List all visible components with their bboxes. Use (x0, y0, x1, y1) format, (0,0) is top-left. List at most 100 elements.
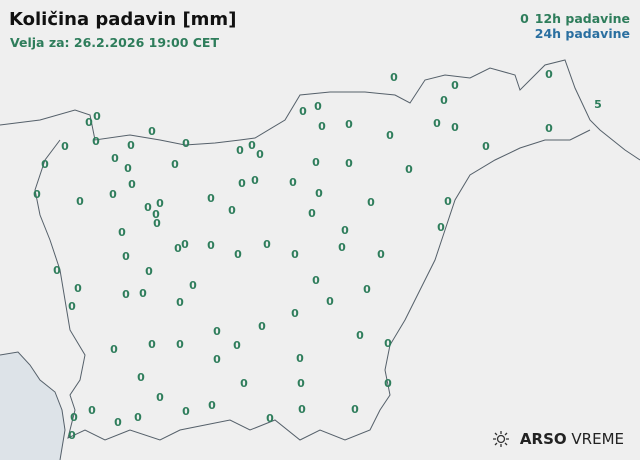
station-value: 0 (351, 403, 359, 416)
station-value: 0 (345, 157, 353, 170)
station-value: 0 (156, 197, 164, 210)
logo-brand: ARSO (519, 430, 567, 448)
station-value: 0 (145, 265, 153, 278)
station-value: 0 (213, 353, 221, 366)
station-value: 0 (182, 405, 190, 418)
station-value: 0 (109, 188, 117, 201)
station-value: 0 (390, 71, 398, 84)
station-value: 0 (110, 343, 118, 356)
station-value: 0 (152, 208, 160, 221)
station-value: 0 (238, 177, 246, 190)
station-value: 0 (236, 144, 244, 157)
station-value: 0 (171, 158, 179, 171)
valid-time: Velja za: 26.2.2026 19:00 CET (10, 35, 219, 50)
arso-logo: ARSO VREME (492, 430, 624, 448)
coastline (0, 351, 66, 460)
sun-weather-icon (492, 431, 509, 447)
station-value: 0 (139, 287, 147, 300)
slovenia-border (0, 59, 640, 441)
station-value: 0 (118, 226, 126, 239)
station-value: 0 (263, 238, 271, 251)
station-value: 0 (444, 195, 452, 208)
station-value: 0 (68, 300, 76, 313)
station-value: 0 (85, 116, 93, 129)
station-value: 0 (122, 288, 130, 301)
station-value: 0 (33, 188, 41, 201)
station-value: 0 (363, 283, 371, 296)
station-value: 0 (440, 94, 448, 107)
station-value: 0 (92, 135, 100, 148)
station-value: 5 (594, 98, 602, 111)
logo-suffix: VREME (571, 430, 624, 448)
station-value: 0 (356, 329, 364, 342)
station-value: 0 (384, 377, 392, 390)
station-value: 0 (266, 412, 274, 425)
station-value: 0 (248, 139, 256, 152)
station-value: 0 (148, 338, 156, 351)
station-value: 0 (308, 207, 316, 220)
station-value: 0 (228, 204, 236, 217)
legend: 0 12h padavine 24h padavine (520, 11, 630, 41)
station-value: 0 (122, 250, 130, 263)
station-value: 0 (53, 264, 61, 277)
station-value: 0 (377, 248, 385, 261)
station-value: 0 (291, 307, 299, 320)
station-value: 0 (174, 242, 182, 255)
station-value: 0 (234, 248, 242, 261)
station-value: 0 (144, 201, 152, 214)
station-value: 0 (291, 248, 299, 261)
station-value: 0 (213, 325, 221, 338)
station-value: 0 (124, 162, 132, 175)
map-title: Količina padavin [mm] (9, 9, 237, 30)
station-value: 0 (74, 282, 82, 295)
station-value: 0 (433, 117, 441, 130)
station-value: 0 (314, 100, 322, 113)
station-value: 0 (312, 274, 320, 287)
station-value: 0 (545, 122, 553, 135)
station-value: 0 (386, 129, 394, 142)
station-value: 0 (111, 152, 119, 165)
station-value: 0 (156, 391, 164, 404)
station-value: 0 (297, 377, 305, 390)
station-value: 0 (182, 137, 190, 150)
station-value: 0 (88, 404, 96, 417)
station-value: 0 (298, 403, 306, 416)
station-value: 0 (312, 156, 320, 169)
station-value: 0 (134, 411, 142, 424)
station-value: 0 (176, 338, 184, 351)
station-value: 0 (148, 125, 156, 138)
station-value: 0 (153, 217, 161, 230)
station-value: 0 (93, 110, 101, 123)
station-value: 0 (326, 295, 334, 308)
station-value: 0 (296, 352, 304, 365)
legend-12h: 0 12h padavine (520, 11, 630, 26)
station-value: 0 (338, 241, 346, 254)
station-value: 0 (451, 121, 459, 134)
station-value: 0 (41, 158, 49, 171)
station-value: 0 (384, 337, 392, 350)
station-value: 0 (137, 371, 145, 384)
station-value: 0 (207, 192, 215, 205)
station-value: 0 (61, 140, 69, 153)
station-value: 0 (315, 187, 323, 200)
station-value: 0 (258, 320, 266, 333)
station-value: 0 (176, 296, 184, 309)
station-value: 0 (76, 195, 84, 208)
station-value: 0 (289, 176, 297, 189)
station-value: 0 (451, 79, 459, 92)
station-value: 0 (189, 279, 197, 292)
station-value: 0 (482, 140, 490, 153)
station-value: 0 (181, 238, 189, 251)
station-value: 0 (405, 163, 413, 176)
station-value: 0 (251, 174, 259, 187)
station-value: 0 (127, 139, 135, 152)
station-value: 0 (367, 196, 375, 209)
legend-24h-label: 24h padavine (534, 26, 630, 41)
station-value: 0 (437, 221, 445, 234)
legend-sample-value: 0 (520, 11, 529, 26)
station-value: 0 (208, 399, 216, 412)
station-value: 0 (70, 411, 78, 424)
station-value: 0 (114, 416, 122, 429)
station-value: 0 (207, 239, 215, 252)
